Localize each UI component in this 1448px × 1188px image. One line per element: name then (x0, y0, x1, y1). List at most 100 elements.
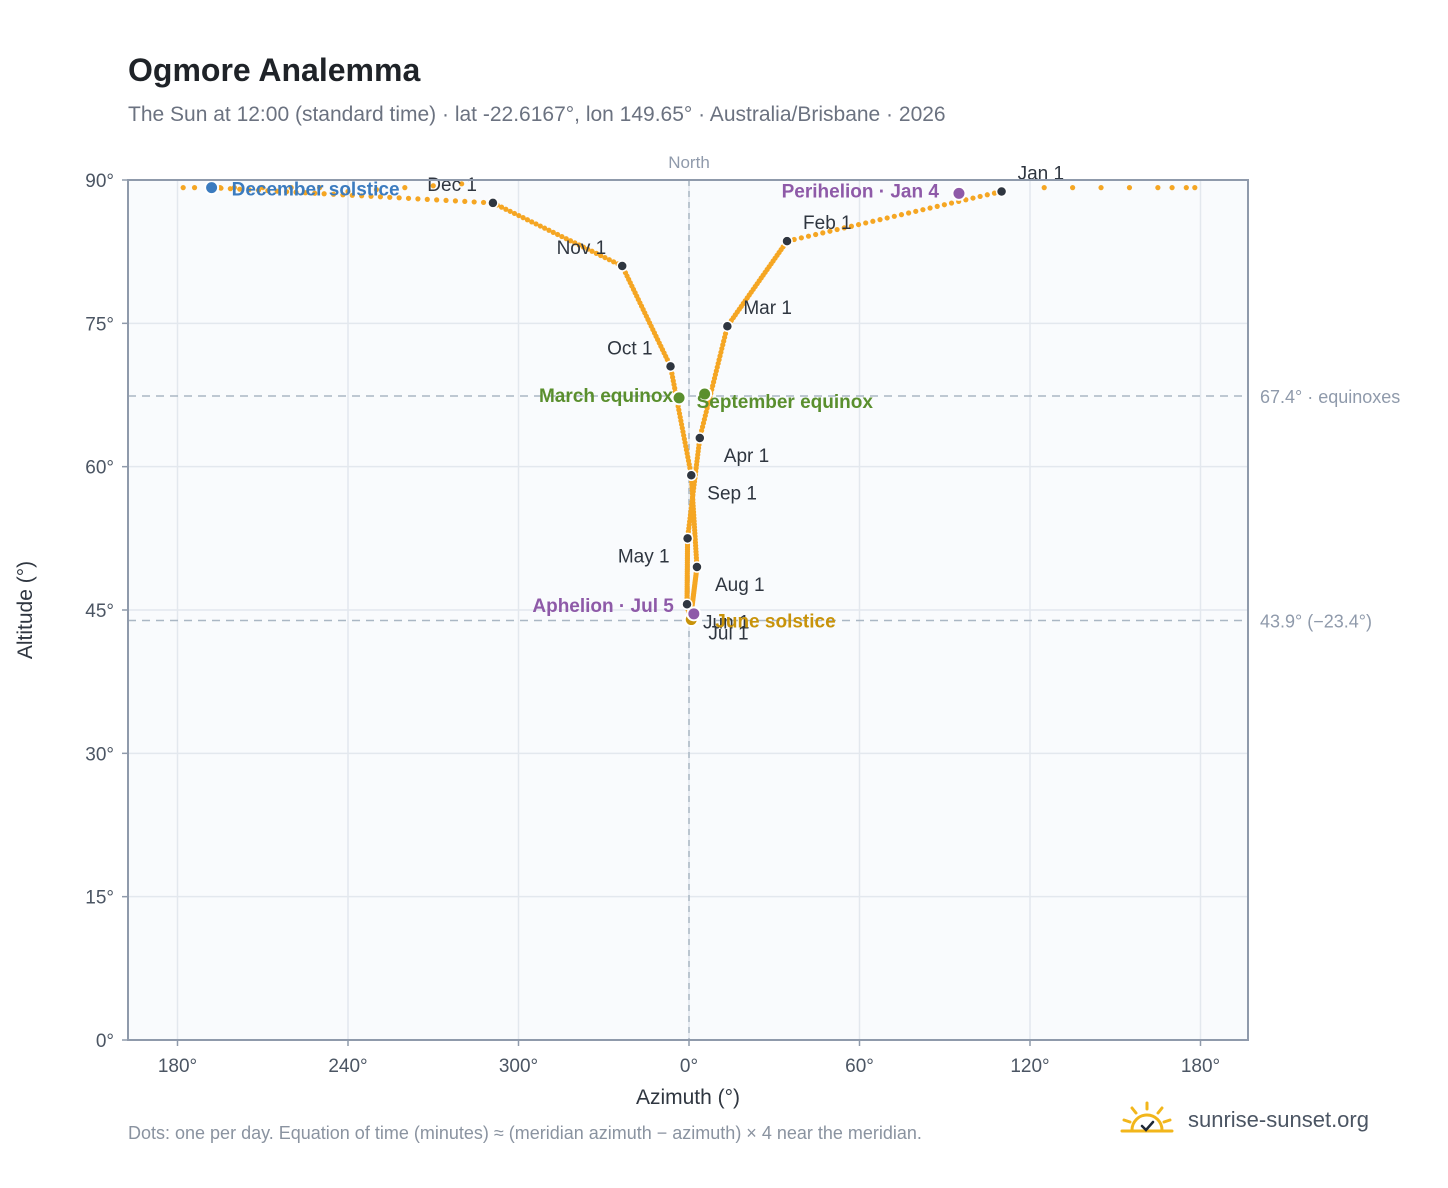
day-dot (884, 215, 890, 221)
x-tick-label: 180° (1181, 1056, 1220, 1077)
y-tick-label: 30° (85, 744, 114, 765)
y-tick-label: 60° (85, 458, 114, 479)
day-dot (345, 188, 351, 195)
month-dot (691, 561, 703, 573)
axes: 180° 240° 300° 0° 60° 120° 180° 0° 15° 30° 45° 60° 7… (14, 171, 1220, 1109)
event-markers: December solstice March equinox September … (204, 180, 967, 633)
y-tick-label: 15° (85, 888, 114, 909)
day-dot (396, 195, 402, 201)
x-tick-label: 60° (845, 1056, 874, 1077)
day-dot (415, 196, 421, 202)
day-dot (611, 259, 617, 265)
day-dot (180, 185, 186, 191)
day-dot (948, 200, 955, 206)
event-dot (951, 185, 967, 201)
event-label: December solstice (232, 180, 400, 201)
month-label: Sep 1 (707, 483, 757, 504)
day-dot (827, 228, 833, 234)
day-dot (1155, 185, 1161, 191)
day-dot (598, 252, 604, 259)
day-dot (524, 217, 531, 223)
day-dot (533, 221, 539, 227)
day-dot (813, 231, 819, 238)
day-dot (452, 198, 459, 204)
day-dot (877, 217, 883, 223)
day-dot (934, 203, 940, 209)
y-axis-title: Altitude (°) (14, 561, 37, 659)
day-dot (1098, 185, 1104, 191)
day-dot (498, 204, 505, 210)
day-dot (563, 236, 569, 242)
day-dot (227, 186, 233, 192)
day-dot (941, 202, 947, 208)
day-dot (430, 183, 436, 189)
y-tick-label: 75° (85, 314, 114, 335)
day-dot (977, 193, 983, 200)
day-dot (434, 197, 440, 203)
day-dot (1183, 185, 1189, 191)
day-dot (373, 186, 380, 193)
day-dot (424, 196, 430, 202)
day-dot (237, 186, 243, 192)
month-label: Jan 1 (1018, 163, 1064, 184)
day-dot (984, 192, 990, 198)
sun-logo-icon (1120, 1101, 1174, 1133)
day-dot (1041, 185, 1047, 191)
footer-note: Dots: one per day. Equation of time (min… (128, 1123, 922, 1143)
day-dot (848, 223, 855, 229)
month-label: Aug 1 (715, 575, 765, 596)
day-dot (550, 229, 556, 235)
day-dot (1192, 185, 1198, 191)
day-dot (963, 197, 969, 203)
month-dot (781, 235, 793, 247)
day-dot (265, 188, 271, 194)
day-dot (274, 188, 280, 194)
month-dot (685, 469, 698, 482)
plot-frame (127, 179, 1249, 1041)
month-dot (681, 532, 694, 545)
day-dot (834, 226, 840, 233)
day-dot (1070, 185, 1076, 191)
month-label: Apr 1 (724, 446, 769, 467)
day-dot (340, 192, 346, 198)
reference-line-label: 67.4° · equinoxes (1260, 387, 1400, 407)
month-label: Mar 1 (743, 298, 792, 319)
day-dot (927, 205, 933, 211)
day-dot (368, 193, 374, 199)
day-dot (284, 189, 290, 195)
y-tick-label: 90° (85, 171, 114, 192)
day-dot (572, 240, 578, 246)
day-dot (302, 190, 308, 196)
day-dot (316, 185, 323, 191)
y-tick-label: 45° (85, 601, 114, 622)
y-tick-label: 0° (96, 1031, 114, 1052)
day-dot (255, 187, 262, 193)
day-dot (546, 227, 552, 233)
day-dot (321, 191, 327, 197)
event-label: September equinox (697, 392, 874, 413)
day-dot (602, 254, 608, 261)
day-dot (906, 210, 912, 216)
day-dot (805, 233, 812, 239)
reference-line-label: 43.9° (−23.4°) (1260, 612, 1372, 632)
month-label: Oct 1 (607, 338, 652, 359)
day-dot (312, 190, 318, 196)
day-dot (293, 189, 299, 195)
month-label: Dec 1 (427, 175, 477, 196)
day-dot (260, 185, 266, 191)
day-dot (246, 187, 252, 193)
x-tick-label: 120° (1010, 1056, 1049, 1077)
day-dot (191, 185, 198, 191)
day-dot (870, 218, 876, 224)
month-dot (681, 598, 693, 611)
day-dot (471, 199, 477, 205)
brand[interactable]: sunrise-sunset.org (1120, 1100, 1369, 1140)
day-dot (791, 236, 797, 243)
month-dot (995, 185, 1008, 198)
day-dot (593, 250, 599, 256)
day-dot (920, 207, 926, 213)
day-dot (516, 212, 522, 219)
day-dot (537, 223, 543, 229)
day-dot (231, 185, 237, 191)
